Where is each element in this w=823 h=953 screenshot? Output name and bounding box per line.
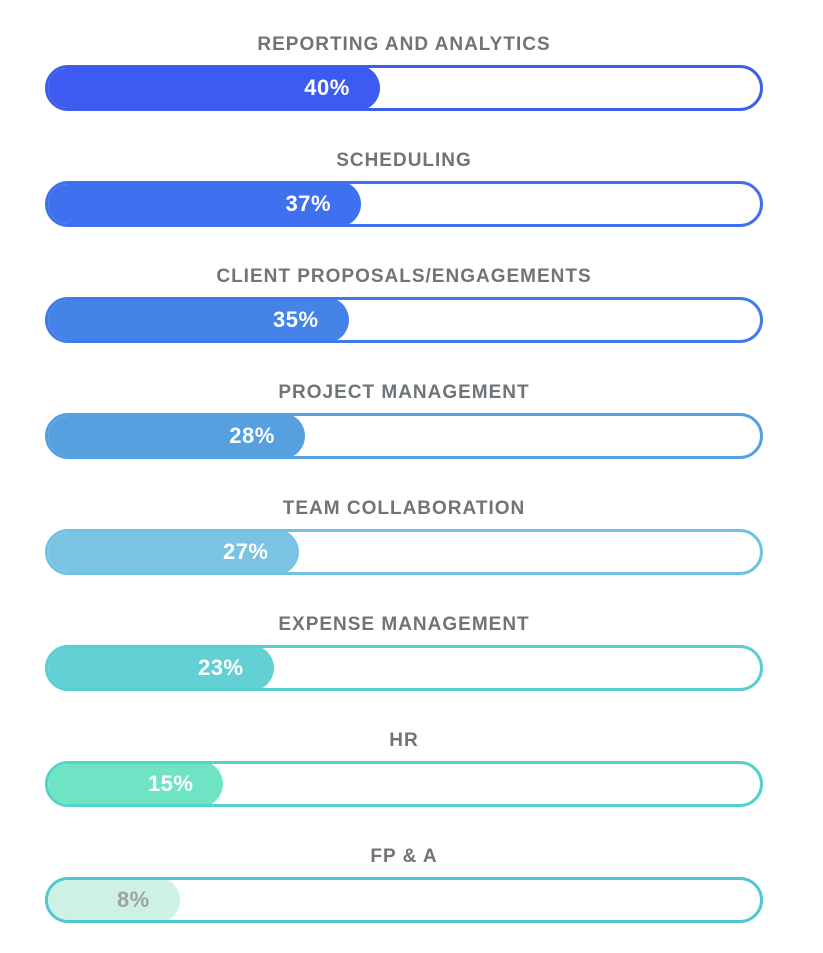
bar-track: 37% (45, 181, 763, 227)
bar-group-project-management: PROJECT MANAGEMENT 28% (45, 382, 763, 459)
bar-category-label: SCHEDULING (336, 150, 472, 171)
bar-group-scheduling: SCHEDULING 37% (45, 150, 763, 227)
bar-track: 27% (45, 529, 763, 575)
bar-track: 28% (45, 413, 763, 459)
bar-value-label: 27% (222, 539, 269, 564)
bar-value-label: 15% (147, 771, 194, 796)
bar-track: 15% (45, 761, 763, 807)
bar-fill: 27% (48, 532, 299, 572)
bar-track: 40% (45, 65, 763, 111)
bar-category-label: EXPENSE MANAGEMENT (278, 614, 530, 635)
bar-value-label: 28% (229, 423, 275, 448)
bar-fill: 8% (48, 880, 180, 920)
bar-track: 35% (45, 297, 763, 343)
bar-category-label: PROJECT MANAGEMENT (278, 382, 530, 403)
bar-category-label: FP & A (370, 846, 438, 867)
bar-group-reporting-and-analytics: REPORTING AND ANALYTICS 40% (45, 34, 763, 111)
bar-fill: 28% (48, 416, 305, 456)
bar-category-label: HR (389, 730, 419, 751)
bar-group-client-proposals-engagements: CLIENT PROPOSALS/ENGAGEMENTS 35% (45, 266, 763, 343)
bar-fill: 23% (48, 648, 274, 688)
bar-group-hr: HR 15% (45, 730, 763, 807)
bar-category-label: TEAM COLLABORATION (282, 498, 526, 519)
bar-group-team-collaboration: TEAM COLLABORATION 27% (45, 498, 763, 575)
bar-value-label: 23% (197, 655, 244, 680)
bar-value-label: 35% (272, 307, 319, 332)
bar-group-expense-management: EXPENSE MANAGEMENT 23% (45, 614, 763, 691)
bar-track: 8% (45, 877, 763, 923)
bar-value-label: 8% (116, 887, 150, 912)
bar-fill: 37% (48, 184, 362, 224)
bar-value-label: 40% (304, 75, 350, 100)
bar-fill: 15% (48, 764, 224, 804)
bar-group-fp-and-a: FP & A 8% (45, 846, 763, 923)
bar-value-label: 37% (285, 191, 332, 216)
bar-category-label: REPORTING AND ANALYTICS (257, 34, 551, 55)
bar-fill: 40% (48, 68, 380, 108)
bar-category-label: CLIENT PROPOSALS/ENGAGEMENTS (216, 266, 592, 287)
bar-fill: 35% (48, 300, 349, 340)
bar-track: 23% (45, 645, 763, 691)
